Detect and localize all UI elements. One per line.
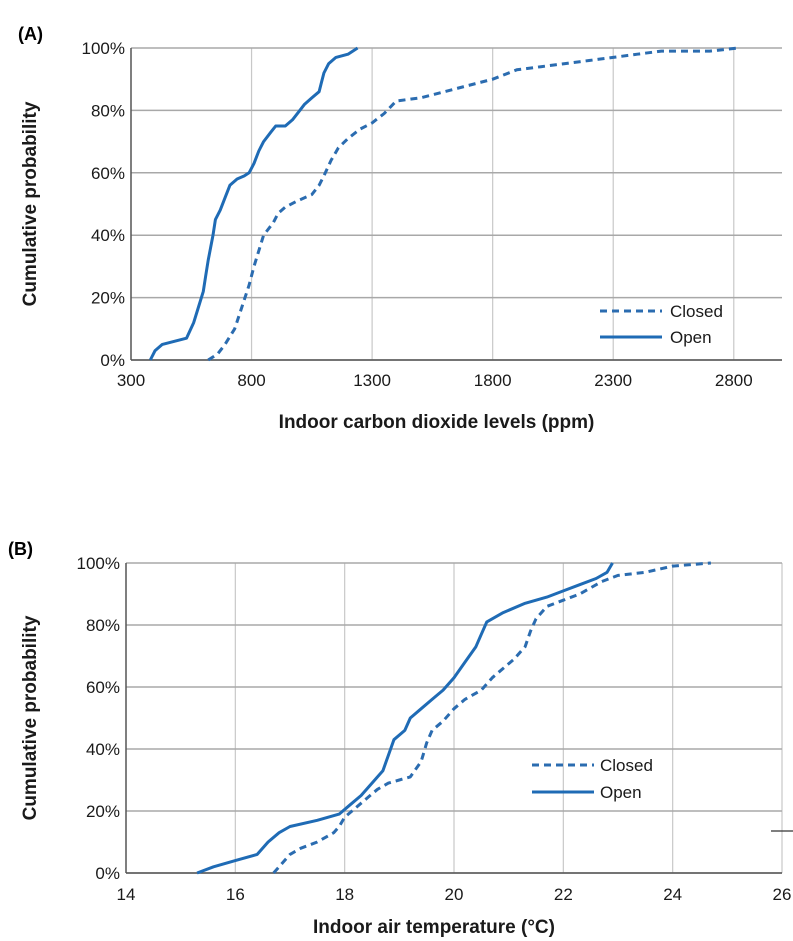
y-tick-label: 80% <box>91 101 125 120</box>
y-axis-title: Cumulative probability <box>20 101 41 306</box>
y-tick-label: 0% <box>95 864 120 883</box>
x-tick-label: 20 <box>445 885 464 904</box>
chart-panel-0: 300 800 1300 1800 2300 2800 0% 20% 40% 60% 80% 100%… <box>18 24 782 433</box>
x-tick-label: 2800 <box>715 371 753 390</box>
legend-label-open: Open <box>600 783 642 802</box>
series-line-closed <box>207 46 739 362</box>
x-tick-label: 14 <box>117 885 136 904</box>
y-tick-label: 20% <box>86 802 120 821</box>
y-axis-title: Cumulative probability <box>20 615 41 820</box>
x-tick-label: 16 <box>226 885 245 904</box>
x-tick-label: 2300 <box>594 371 632 390</box>
series-line-closed <box>272 561 712 874</box>
y-tick-label: 40% <box>91 226 125 245</box>
series-line-open <box>148 46 359 361</box>
y-tick-label: 100% <box>82 39 125 58</box>
x-tick-label: 22 <box>554 885 573 904</box>
legend-label-open: Open <box>670 328 712 347</box>
x-axis-title: Indoor carbon dioxide levels (ppm) <box>279 412 595 433</box>
y-tick-label: 100% <box>77 554 120 573</box>
legend: Closed Open <box>600 302 723 347</box>
x-tick-label: 26 <box>773 885 792 904</box>
x-tick-label: 300 <box>117 371 145 390</box>
legend-label-closed: Closed <box>600 756 653 775</box>
x-tick-label: 24 <box>663 885 682 904</box>
panel-label: (A) <box>18 24 43 44</box>
y-tick-label: 0% <box>100 351 125 370</box>
y-tick-label: 40% <box>86 740 120 759</box>
x-tick-label: 1300 <box>353 371 391 390</box>
chart-panel-1: 14 16 18 20 22 24 26 0% 20% 40% 60% 80% 100% Indoor a… <box>8 539 791 938</box>
x-tick-label: 1800 <box>474 371 512 390</box>
y-tick-label: 60% <box>86 678 120 697</box>
panel-label: (B) <box>8 539 33 559</box>
legend-label-closed: Closed <box>670 302 723 321</box>
x-tick-label: 18 <box>335 885 354 904</box>
x-axis-title: Indoor air temperature (°C) <box>313 917 555 938</box>
x-tick-label: 800 <box>237 371 265 390</box>
y-tick-label: 80% <box>86 616 120 635</box>
series-line-open <box>196 562 614 875</box>
y-tick-label: 20% <box>91 289 125 308</box>
legend: Closed Open <box>532 756 653 802</box>
y-tick-label: 60% <box>91 164 125 183</box>
